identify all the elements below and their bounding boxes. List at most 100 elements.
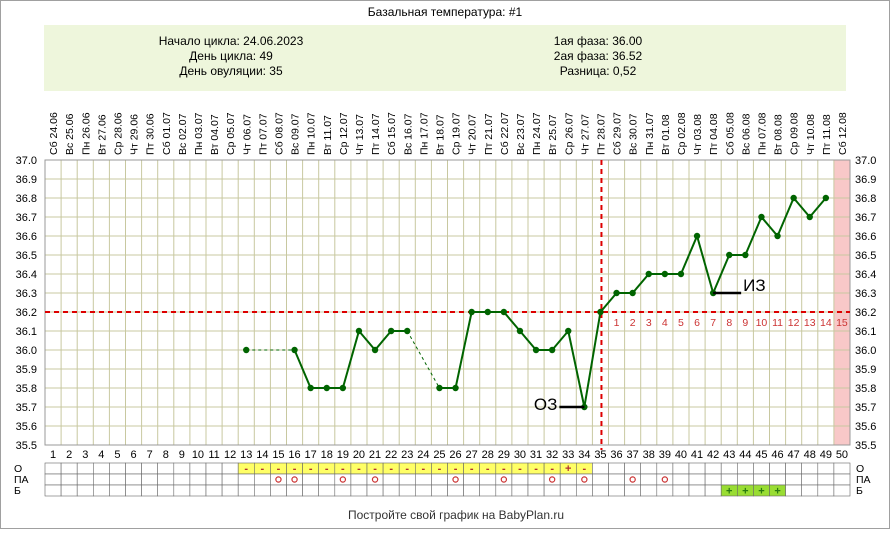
b-cell[interactable]: [785, 484, 802, 497]
b-cell[interactable]: [44, 484, 62, 497]
pa-cell[interactable]: [785, 473, 802, 486]
pa-cell[interactable]: [769, 473, 786, 486]
b-cell[interactable]: [157, 484, 175, 497]
o-cell[interactable]: [656, 462, 674, 475]
b-cell[interactable]: [559, 484, 577, 497]
pa-cell[interactable]: [254, 473, 271, 486]
b-cell[interactable]: [237, 484, 255, 497]
pa-cell[interactable]: [350, 473, 368, 486]
b-cell[interactable]: [495, 484, 513, 497]
b-cell[interactable]: [431, 484, 448, 497]
pa-cell[interactable]: [592, 473, 609, 486]
pa-cell[interactable]: [173, 473, 191, 486]
pa-cell[interactable]: [60, 473, 78, 486]
o-cell[interactable]: [753, 462, 770, 475]
pa-cell[interactable]: [141, 473, 159, 486]
pa-cell[interactable]: [736, 473, 754, 486]
b-cell[interactable]: [270, 484, 287, 497]
o-cell[interactable]: [672, 462, 690, 475]
b-cell[interactable]: [60, 484, 78, 497]
o-cell[interactable]: [60, 462, 78, 475]
pa-cell[interactable]: [205, 473, 223, 486]
o-cell[interactable]: [769, 462, 786, 475]
o-cell[interactable]: [173, 462, 191, 475]
pa-cell[interactable]: [720, 473, 738, 486]
pa-cell[interactable]: [688, 473, 706, 486]
b-cell[interactable]: [527, 484, 545, 497]
pa-cell[interactable]: [431, 473, 448, 486]
o-cell[interactable]: [189, 462, 207, 475]
b-cell[interactable]: [447, 484, 464, 497]
o-cell[interactable]: [109, 462, 126, 475]
o-cell[interactable]: [44, 462, 62, 475]
o-cell[interactable]: [624, 462, 641, 475]
o-cell[interactable]: [704, 462, 722, 475]
pa-cell[interactable]: [463, 473, 481, 486]
pa-cell[interactable]: [237, 473, 255, 486]
b-cell[interactable]: [592, 484, 609, 497]
pa-cell[interactable]: [559, 473, 577, 486]
o-cell[interactable]: [76, 462, 94, 475]
o-cell[interactable]: [205, 462, 223, 475]
pa-cell[interactable]: [608, 473, 625, 486]
pa-cell[interactable]: [575, 473, 593, 486]
o-cell[interactable]: [736, 462, 754, 475]
b-cell[interactable]: [511, 484, 529, 497]
pa-cell[interactable]: [801, 473, 819, 486]
pa-cell[interactable]: [817, 473, 835, 486]
pa-cell[interactable]: [398, 473, 416, 486]
o-cell[interactable]: [93, 462, 110, 475]
pa-cell[interactable]: [157, 473, 175, 486]
pa-cell[interactable]: [543, 473, 561, 486]
o-cell[interactable]: [157, 462, 175, 475]
pa-cell[interactable]: [527, 473, 545, 486]
b-cell[interactable]: [640, 484, 658, 497]
o-cell[interactable]: [801, 462, 819, 475]
pa-cell[interactable]: [286, 473, 303, 486]
pa-cell[interactable]: [447, 473, 464, 486]
b-cell[interactable]: [624, 484, 641, 497]
pa-cell[interactable]: [382, 473, 400, 486]
pa-cell[interactable]: [640, 473, 658, 486]
pa-cell[interactable]: [93, 473, 110, 486]
b-cell[interactable]: [205, 484, 223, 497]
o-cell[interactable]: [640, 462, 658, 475]
b-cell[interactable]: [141, 484, 159, 497]
pa-cell[interactable]: [495, 473, 513, 486]
pa-cell[interactable]: [704, 473, 722, 486]
o-cell[interactable]: [785, 462, 802, 475]
b-cell[interactable]: [414, 484, 432, 497]
b-cell[interactable]: [688, 484, 706, 497]
pa-cell[interactable]: [125, 473, 142, 486]
b-cell[interactable]: [334, 484, 352, 497]
pa-cell[interactable]: [672, 473, 690, 486]
b-cell[interactable]: [76, 484, 94, 497]
b-cell[interactable]: [173, 484, 191, 497]
o-cell[interactable]: [817, 462, 835, 475]
pa-cell[interactable]: [656, 473, 674, 486]
footer-link[interactable]: Постройте свой график на BabyPlan.ru: [348, 508, 564, 522]
b-cell[interactable]: [254, 484, 271, 497]
pa-cell[interactable]: [76, 473, 94, 486]
b-cell[interactable]: [656, 484, 674, 497]
o-cell[interactable]: [592, 462, 609, 475]
pa-cell[interactable]: [189, 473, 207, 486]
pa-cell[interactable]: [109, 473, 126, 486]
b-cell[interactable]: [221, 484, 239, 497]
b-cell[interactable]: [801, 484, 819, 497]
pa-cell[interactable]: [753, 473, 770, 486]
pa-cell[interactable]: [511, 473, 529, 486]
b-cell[interactable]: [463, 484, 481, 497]
o-cell[interactable]: [221, 462, 239, 475]
o-cell[interactable]: [720, 462, 738, 475]
o-cell[interactable]: [688, 462, 706, 475]
pa-cell[interactable]: [833, 473, 851, 486]
b-cell[interactable]: [833, 484, 851, 497]
pa-cell[interactable]: [479, 473, 497, 486]
b-cell[interactable]: [189, 484, 207, 497]
o-cell[interactable]: [125, 462, 142, 475]
b-cell[interactable]: [302, 484, 320, 497]
b-cell[interactable]: [93, 484, 110, 497]
b-cell[interactable]: [382, 484, 400, 497]
o-cell[interactable]: [141, 462, 159, 475]
